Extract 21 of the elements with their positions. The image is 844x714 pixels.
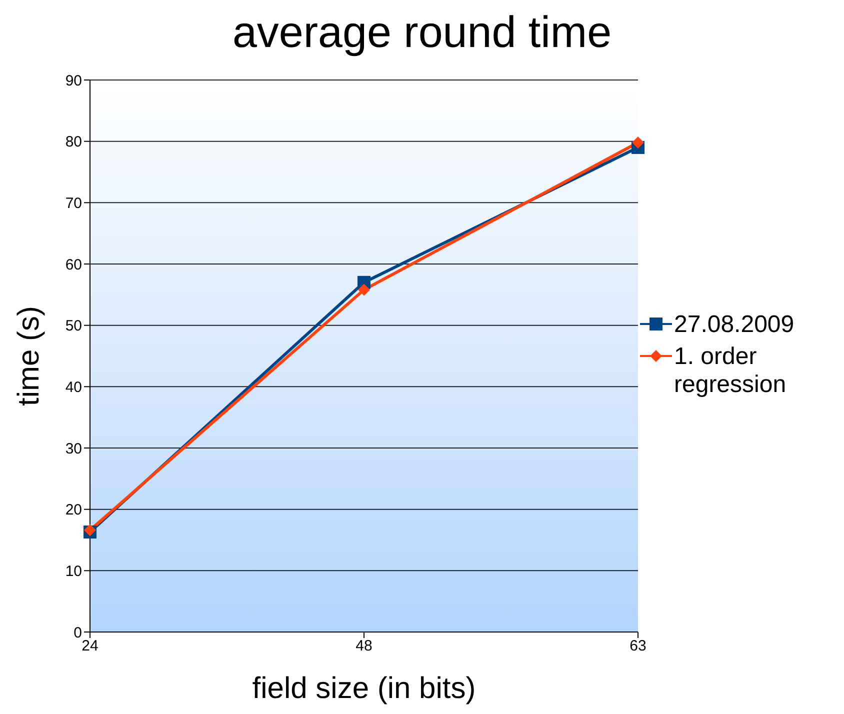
y-tick-label: 60 [65, 256, 82, 274]
y-tick-label: 90 [65, 72, 82, 90]
y-tick-label: 70 [65, 194, 82, 212]
x-tick-label: 63 [630, 638, 646, 655]
point [632, 136, 644, 149]
point [84, 524, 96, 536]
y-tick-label: 0 [74, 624, 82, 642]
y-tick-label: 80 [65, 134, 82, 151]
x-axis-title: field size (in bits) [252, 672, 476, 705]
x-tick-label: 48 [356, 638, 372, 655]
chart-title: average round time [231, 8, 613, 58]
y-tick-label: 40 [65, 378, 82, 396]
point [358, 284, 370, 296]
y-axis-title: time (s) [12, 306, 46, 406]
y-tick-label: 50 [65, 318, 82, 335]
x-tick-label: 24 [82, 638, 98, 655]
y-tick-label: 30 [65, 440, 82, 458]
y-tick-label: 20 [65, 502, 82, 519]
legend-label: 1. order regression [674, 343, 788, 399]
y-tick-label: 10 [65, 562, 82, 580]
legend-label: 27.08.2009 [674, 311, 794, 339]
